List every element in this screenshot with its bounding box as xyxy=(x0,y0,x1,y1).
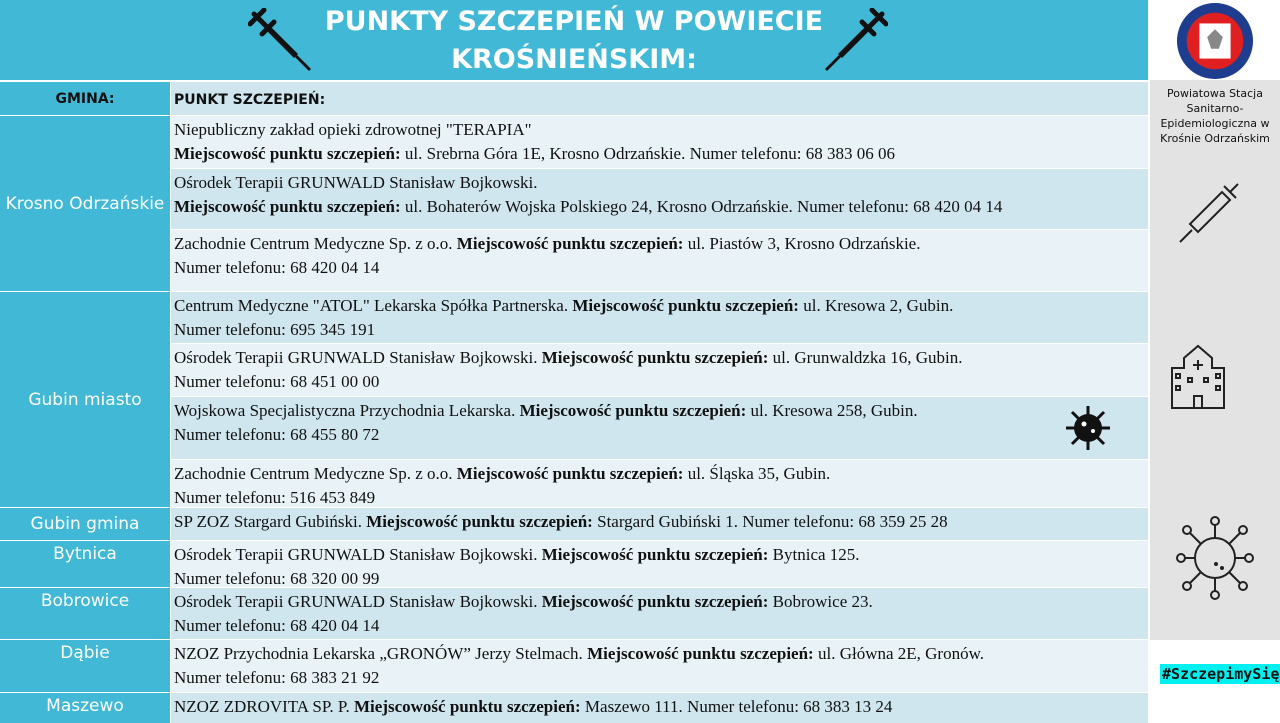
sidebar: Powiatowa Stacja Sanitarno-Epidemiologic… xyxy=(1150,0,1280,720)
vaccination-point-row: Ośrodek Terapii GRUNWALD Stanisław Bojko… xyxy=(171,541,1148,588)
address: ul. Kresowa 258, Gubin. xyxy=(750,401,918,420)
address: ul. Śląska 35, Gubin. xyxy=(687,464,831,483)
header-punkt: PUNKT SZCZEPIEŃ: xyxy=(171,82,1148,115)
address: ul. Kresowa 2, Gubin. xyxy=(803,296,954,315)
address: ul. Bohaterów Wojska Polskiego 24, Krosn… xyxy=(404,197,1003,216)
facility-name: NZOZ Przychodnia Lekarska „GRONÓW” Jerzy… xyxy=(174,644,583,663)
syringe-icon xyxy=(824,8,888,72)
location-label: Miejscowość punktu szczepień: xyxy=(174,197,401,216)
page-title: PUNKTY SZCZEPIEŃ W POWIECIE KROŚNIEŃSKIM… xyxy=(0,0,1148,80)
title-line-2: KROŚNIEŃSKIM: xyxy=(451,44,697,75)
vaccination-point-row: NZOZ ZDROVITA SP. P. Miejscowość punktu … xyxy=(171,693,1148,723)
gmina-cell: Gubin gmina xyxy=(0,508,170,540)
facility-name: Zachodnie Centrum Medyczne Sp. z o.o. xyxy=(174,234,453,253)
address: ul. Srebrna Góra 1E, Krosno Odrzańskie. … xyxy=(404,144,895,163)
vaccination-point-row: Ośrodek Terapii GRUNWALD Stanisław Bojko… xyxy=(171,588,1148,639)
address: ul. Grunwaldzka 16, Gubin. xyxy=(772,348,963,367)
location-label: Miejscowość punktu szczepień: xyxy=(174,144,401,163)
title-line-1: PUNKTY SZCZEPIEŃ W POWIECIE xyxy=(324,6,824,37)
vaccination-point-row: SP ZOZ Stargard Gubiński. Miejscowość pu… xyxy=(171,508,1148,540)
address: Maszewo 111. Numer telefonu: 68 383 13 2… xyxy=(584,697,893,716)
sanitary-inspection-logo xyxy=(1176,2,1254,80)
phone: Numer telefonu: 68 420 04 14 xyxy=(174,616,380,635)
gmina-cell: Gubin miasto xyxy=(0,292,170,507)
virus-icon xyxy=(1066,406,1110,450)
facility-name: Wojskowa Specjalistyczna Przychodnia Lek… xyxy=(174,401,516,420)
gmina-cell: Bytnica xyxy=(0,541,170,587)
hospital-icon xyxy=(1171,344,1225,409)
hashtag-label: #SzczepimySię xyxy=(1160,664,1280,684)
phone: Numer telefonu: 516 453 849 xyxy=(174,488,376,507)
gmina-cell: Bobrowice xyxy=(0,588,170,639)
phone: Numer telefonu: 68 455 80 72 xyxy=(174,425,380,444)
location-label: Miejscowość punktu szczepień: xyxy=(572,296,799,315)
address: ul. Główna 2E, Gronów. xyxy=(817,644,985,663)
syringe-icon xyxy=(248,8,312,72)
phone: Numer telefonu: 695 345 191 xyxy=(174,320,376,339)
vaccination-point-row: Centrum Medyczne "ATOL" Lekarska Spółka … xyxy=(171,292,1148,343)
location-label: Miejscowość punktu szczepień: xyxy=(456,234,684,253)
gmina-cell: Maszewo xyxy=(0,693,170,723)
vaccination-point-row: Ośrodek Terapii GRUNWALD Stanisław Bojko… xyxy=(171,344,1148,396)
location-label: Miejscowość punktu szczepień: xyxy=(541,545,769,564)
facility-name: SP ZOZ Stargard Gubiński. xyxy=(174,512,362,531)
vaccination-point-row: Zachodnie Centrum Medyczne Sp. z o.o. Mi… xyxy=(171,460,1148,507)
syringe-outline-icon xyxy=(1179,183,1239,243)
facility-name: Zachodnie Centrum Medyczne Sp. z o.o. xyxy=(174,464,453,483)
vaccination-point-row: Wojskowa Specjalistyczna Przychodnia Lek… xyxy=(171,397,1148,459)
phone: Numer telefonu: 68 320 00 99 xyxy=(174,569,380,588)
location-label: Miejscowość punktu szczepień: xyxy=(456,464,684,483)
facility-name: Ośrodek Terapii GRUNWALD Stanisław Bojko… xyxy=(174,545,538,564)
location-label: Miejscowość punktu szczepień: xyxy=(541,348,769,367)
address: Bobrowice 23. xyxy=(772,592,873,611)
virus-outline-icon xyxy=(1176,516,1254,600)
station-panel: Powiatowa Stacja Sanitarno-Epidemiologic… xyxy=(1150,80,1280,640)
facility-name: Niepubliczny zakład opieki zdrowotnej "T… xyxy=(174,120,532,139)
phone: Numer telefonu: 68 451 00 00 xyxy=(174,372,380,391)
vaccination-point-row: NZOZ Przychodnia Lekarska „GRONÓW” Jerzy… xyxy=(171,640,1148,692)
address: Stargard Gubiński 1. Numer telefonu: 68 … xyxy=(597,512,948,531)
location-label: Miejscowość punktu szczepień: xyxy=(519,401,747,420)
location-label: Miejscowość punktu szczepień: xyxy=(587,644,814,663)
vaccination-point-row: Niepubliczny zakład opieki zdrowotnej "T… xyxy=(171,116,1148,168)
gmina-cell: Dąbie xyxy=(0,640,170,692)
station-name: Powiatowa Stacja Sanitarno-Epidemiologic… xyxy=(1160,87,1270,145)
phone: Numer telefonu: 68 420 04 14 xyxy=(174,258,380,277)
facility-name: Ośrodek Terapii GRUNWALD Stanisław Bojko… xyxy=(174,173,538,192)
location-label: Miejscowość punktu szczepień: xyxy=(541,592,769,611)
phone: Numer telefonu: 68 383 21 92 xyxy=(174,668,380,687)
header-gmina: GMINA: xyxy=(0,82,170,115)
gmina-cell: Krosno Odrzańskie xyxy=(0,116,170,291)
facility-name: Ośrodek Terapii GRUNWALD Stanisław Bojko… xyxy=(174,592,538,611)
location-label: Miejscowość punktu szczepień: xyxy=(366,512,593,531)
facility-name: Ośrodek Terapii GRUNWALD Stanisław Bojko… xyxy=(174,348,538,367)
location-label: Miejscowość punktu szczepień: xyxy=(354,697,581,716)
vaccination-point-row: Zachodnie Centrum Medyczne Sp. z o.o. Mi… xyxy=(171,230,1148,291)
vaccination-point-row: Ośrodek Terapii GRUNWALD Stanisław Bojko… xyxy=(171,169,1148,229)
facility-name: NZOZ ZDROVITA SP. P. xyxy=(174,697,350,716)
address: ul. Piastów 3, Krosno Odrzańskie. xyxy=(687,234,921,253)
facility-name: Centrum Medyczne "ATOL" Lekarska Spółka … xyxy=(174,296,569,315)
address: Bytnica 125. xyxy=(772,545,860,564)
